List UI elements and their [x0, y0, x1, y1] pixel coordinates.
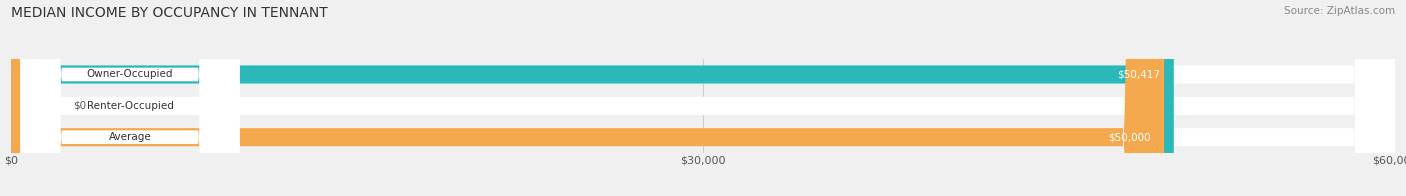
FancyBboxPatch shape — [11, 0, 1395, 196]
FancyBboxPatch shape — [21, 0, 239, 196]
FancyBboxPatch shape — [11, 0, 1174, 196]
Text: Source: ZipAtlas.com: Source: ZipAtlas.com — [1284, 6, 1395, 16]
Text: $50,000: $50,000 — [1108, 132, 1150, 142]
FancyBboxPatch shape — [11, 0, 1395, 196]
Text: Owner-Occupied: Owner-Occupied — [87, 69, 173, 80]
Text: $0: $0 — [73, 101, 87, 111]
FancyBboxPatch shape — [21, 0, 239, 196]
FancyBboxPatch shape — [11, 0, 1395, 196]
Text: Renter-Occupied: Renter-Occupied — [87, 101, 173, 111]
Text: MEDIAN INCOME BY OCCUPANCY IN TENNANT: MEDIAN INCOME BY OCCUPANCY IN TENNANT — [11, 6, 328, 20]
FancyBboxPatch shape — [11, 0, 58, 196]
Text: $50,417: $50,417 — [1116, 69, 1160, 80]
FancyBboxPatch shape — [21, 0, 239, 196]
Text: Average: Average — [108, 132, 152, 142]
FancyBboxPatch shape — [11, 0, 1164, 196]
